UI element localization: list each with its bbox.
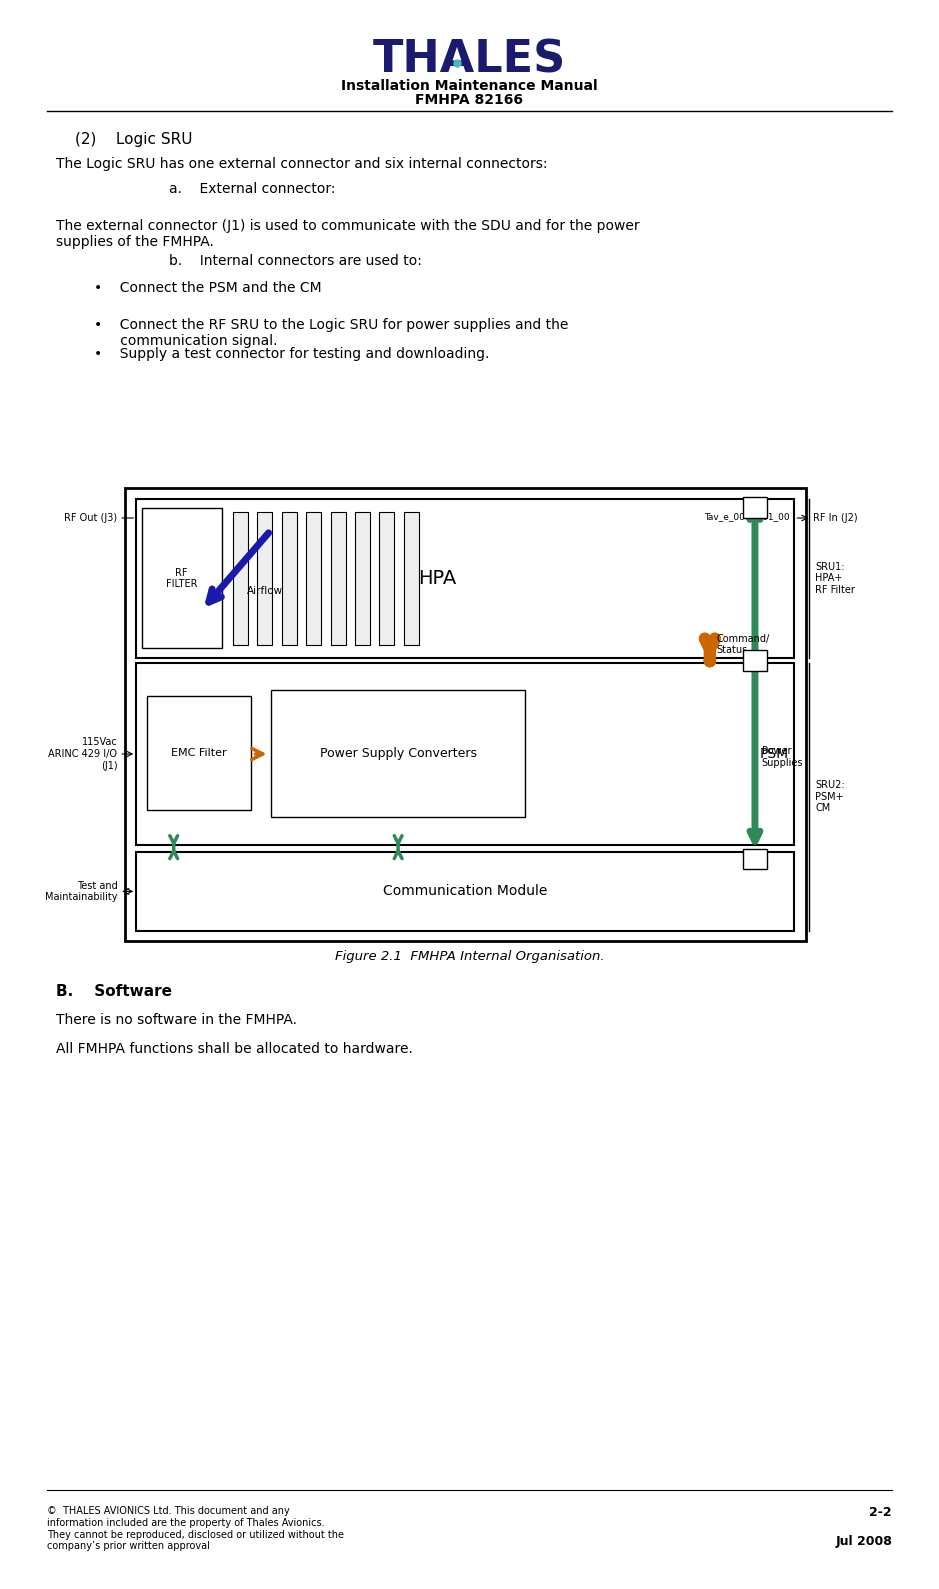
Bar [136,499,794,658]
Text: Figure 2.1  FMHPA Internal Organisation.: Figure 2.1 FMHPA Internal Organisation. [334,950,605,963]
Text: Tav_e_0000761_00: Tav_e_0000761_00 [704,512,790,521]
Bar [136,663,794,845]
Text: PSM: PSM [759,747,789,761]
Text: HPA: HPA [418,569,456,588]
Text: Command/
Status: Command/ Status [716,634,770,655]
Text: ©  THALES AVIONICS Ltd. This document and any
information included are the prope: © THALES AVIONICS Ltd. This document and… [47,1506,344,1551]
Bar [306,512,321,645]
Text: THALES: THALES [373,38,566,83]
Text: 2-2: 2-2 [870,1506,892,1519]
Text: Power Supply Converters: Power Supply Converters [319,747,477,760]
Text: •    Connect the PSM and the CM: • Connect the PSM and the CM [94,281,321,294]
Text: The Logic SRU has one external connector and six internal connectors:: The Logic SRU has one external connector… [56,157,547,170]
Text: Jul 2008: Jul 2008 [835,1535,892,1548]
Text: There is no software in the FMHPA.: There is no software in the FMHPA. [56,1014,298,1026]
Bar [136,852,794,931]
Text: b.    Internal connectors are used to:: b. Internal connectors are used to: [169,254,422,267]
Text: 115Vac
ARINC 429 I/O
(J1): 115Vac ARINC 429 I/O (J1) [49,737,117,771]
Bar [233,512,248,645]
Text: B.    Software: B. Software [56,984,173,999]
Text: (2)    Logic SRU: (2) Logic SRU [75,132,192,148]
Bar [282,512,297,645]
Bar [743,849,767,869]
Text: a.    External connector:: a. External connector: [169,183,335,195]
Text: Installation Maintenance Manual: Installation Maintenance Manual [341,79,598,92]
Bar [355,512,370,645]
Text: Communication Module: Communication Module [383,885,547,898]
Text: RF
FILTER: RF FILTER [166,567,197,590]
Text: Test and
Maintainability: Test and Maintainability [45,880,117,903]
Text: RF Out (J3): RF Out (J3) [64,513,117,523]
Text: SRU2:
PSM+
CM: SRU2: PSM+ CM [815,780,845,814]
Text: Power
Supplies: Power Supplies [762,747,803,767]
Text: The external connector (J1) is used to communicate with the SDU and for the powe: The external connector (J1) is used to c… [56,219,640,249]
Bar [743,650,767,671]
Text: •    Supply a test connector for testing and downloading.: • Supply a test connector for testing an… [94,348,489,361]
Bar [142,508,222,648]
Bar [743,497,767,518]
Text: •    Connect the RF SRU to the Logic SRU for power supplies and the
      commun: • Connect the RF SRU to the Logic SRU fo… [94,318,568,348]
Text: EMC Filter: EMC Filter [171,748,227,758]
Bar [125,488,806,941]
Bar [147,696,251,810]
Bar [257,512,272,645]
Bar [331,512,346,645]
Text: SRU1:
HPA+
RF Filter: SRU1: HPA+ RF Filter [815,563,854,594]
Text: All FMHPA functions shall be allocated to hardware.: All FMHPA functions shall be allocated t… [56,1042,413,1055]
Bar [271,690,525,817]
Text: Airflow: Airflow [247,586,283,596]
Text: FMHPA 82166: FMHPA 82166 [415,94,524,106]
Bar [379,512,394,645]
Bar [404,512,419,645]
Text: RF In (J2): RF In (J2) [813,513,858,523]
